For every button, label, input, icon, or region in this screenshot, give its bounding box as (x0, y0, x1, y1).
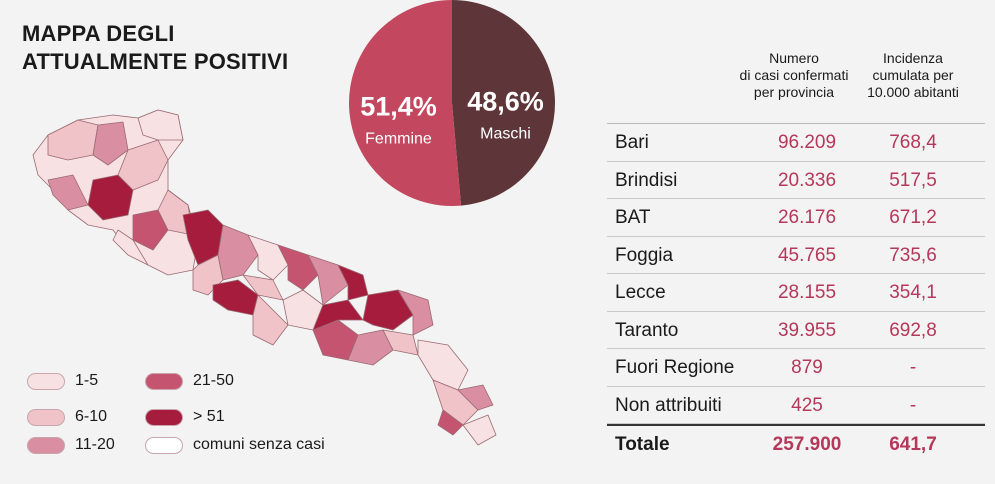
total-incidence: 641,7 (889, 434, 937, 455)
legend-swatch (27, 372, 65, 390)
row-name: Taranto (615, 319, 679, 341)
row-name: Lecce (615, 282, 666, 303)
header-incidence-line: Incidenza (883, 50, 943, 66)
header-cases-line: di casi confermati (739, 67, 849, 83)
row-cases: 26.176 (777, 207, 837, 228)
map-region (217, 224, 259, 281)
legend-label: 1-5 (75, 372, 99, 389)
table-row: Bari 96.209 768,4 (607, 124, 985, 162)
row-incidence: - (909, 357, 917, 378)
map-region (112, 229, 149, 266)
row-incidence: 735,6 (889, 244, 937, 266)
legend-label: comuni senza casi (193, 436, 325, 453)
pie-category-label: Maschi (480, 126, 531, 143)
row-cases: 879 (791, 357, 823, 378)
gender-pie-chart: 51,4% Femmine 48,6% Maschi (349, 0, 555, 207)
legend-label: 6-10 (75, 408, 108, 425)
pie-category-label: Femmine (365, 130, 432, 147)
row-cases: 425 (791, 394, 823, 416)
map-region (47, 119, 99, 161)
row-name: Fuori Regione (615, 357, 735, 378)
row-name: Non attribuiti (615, 394, 722, 416)
map-region (157, 189, 194, 236)
title-line-1: MAPPA DEGLI (22, 21, 175, 46)
map-region (132, 209, 169, 251)
map-region (437, 409, 464, 436)
legend-label: 11-20 (75, 436, 115, 453)
row-incidence: 354,1 (889, 282, 937, 303)
table-row: BAT 26.176 671,2 (607, 199, 985, 237)
legend-swatch (145, 372, 183, 390)
legend-label: 21-50 (193, 372, 234, 389)
table-row: Taranto 39.955 692,8 (607, 312, 985, 349)
legend-label: > 51 (193, 408, 225, 425)
table-row: Foggia 45.765 735,6 (607, 237, 985, 274)
total-cases: 257.900 (772, 434, 842, 455)
header-cases-line: Numero (769, 50, 819, 66)
legend-item-6-10: 6-10 (27, 408, 107, 426)
table-row: Non attribuiti 425 - (607, 387, 985, 424)
page-title: MAPPA DEGLI ATTUALMENTE POSITIVI (22, 20, 288, 76)
row-incidence: 517,5 (889, 169, 937, 191)
row-name: Foggia (615, 244, 674, 266)
map-region (47, 174, 89, 211)
legend-item-no-cases: comuni senza casi (145, 436, 325, 454)
header-incidence-line: cumulata per (872, 67, 954, 83)
legend-swatch (27, 436, 65, 454)
row-incidence: 768,4 (889, 132, 937, 153)
table-row: Fuori Regione 879 - (607, 349, 985, 387)
pie-slice-femmine (349, 0, 462, 207)
legend-item-1-5: 1-5 (27, 372, 98, 390)
table-total-row: Totale 257.900 641,7 (607, 424, 985, 462)
row-cases: 28.155 (777, 282, 837, 303)
table-body: Bari 96.209 768,4 Brindisi 20.336 517,5 BAT 2… (607, 123, 985, 462)
map-region (432, 379, 479, 426)
map-region (462, 414, 497, 446)
map-region (307, 254, 349, 306)
row-cases: 20.336 (777, 169, 837, 191)
map-region (312, 299, 364, 331)
legend-swatch (145, 436, 183, 454)
legend-swatch (145, 408, 183, 426)
legend-swatch (27, 408, 65, 426)
header-incidence-line: 10.000 abitanti (867, 84, 959, 100)
map-region (337, 264, 369, 301)
row-name: Bari (615, 132, 649, 153)
row-incidence: 692,8 (889, 319, 937, 341)
row-incidence: 671,2 (889, 207, 937, 228)
row-name: Brindisi (615, 169, 678, 191)
map-region (137, 109, 184, 141)
table-row: Lecce 28.155 354,1 (607, 274, 985, 312)
total-name: Totale (615, 434, 670, 455)
legend-item-over-51: > 51 (145, 408, 225, 426)
header-incidence: Incidenza cumulata per 10.000 abitanti (853, 50, 973, 101)
puglia-choropleth-map (32, 109, 497, 446)
map-region (92, 121, 129, 166)
pie-slice-maschi (452, 0, 555, 206)
row-cases: 39.955 (777, 319, 837, 341)
row-incidence: - (909, 394, 917, 416)
map-region (417, 339, 469, 391)
pie-value-label: 51,4% (360, 91, 437, 121)
table-row: Brindisi 20.336 517,5 (607, 162, 985, 199)
row-cases: 45.765 (777, 244, 837, 266)
map-region (347, 329, 394, 366)
pie-value-label: 48,6% (467, 87, 544, 117)
map-region (397, 289, 434, 336)
header-cases: Numero di casi confermati per provincia (719, 50, 869, 101)
header-cases-line: per provincia (753, 84, 835, 100)
row-cases: 96.209 (777, 132, 837, 153)
map-region (457, 384, 494, 411)
legend-item-11-20: 11-20 (27, 436, 115, 454)
legend-item-21-50: 21-50 (145, 372, 234, 390)
row-name: BAT (615, 207, 651, 228)
title-line-2: ATTUALMENTE POSITIVI (22, 49, 289, 74)
map-region (252, 294, 289, 346)
